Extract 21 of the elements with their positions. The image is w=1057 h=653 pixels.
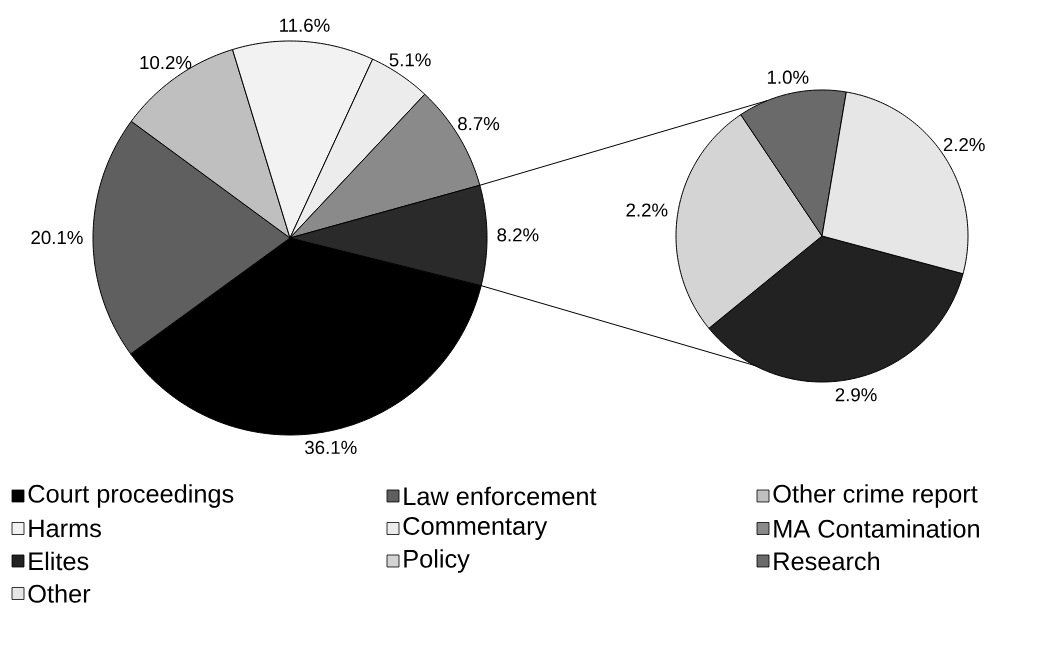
legend-label: Elites — [29, 551, 89, 571]
data-label: 11.6% — [280, 18, 330, 32]
legend-label: Policy — [404, 549, 470, 573]
data-label: 36.1% — [305, 440, 357, 455]
data-label: 2.2% — [626, 203, 668, 217]
data-label: 20.1% — [31, 230, 83, 245]
legend-label: Other — [28, 584, 91, 603]
legend-label: Harms — [29, 519, 101, 538]
data-label: 8.7% — [458, 117, 500, 131]
data-label: 8.2% — [497, 228, 539, 242]
data-label: 10.2% — [140, 55, 192, 70]
data-label: 2.2% — [943, 138, 985, 152]
data-label: 1.0% — [767, 70, 809, 84]
legend-label: Law enforcement — [404, 486, 597, 506]
data-label: 2.9% — [835, 388, 877, 402]
legend-label: Other crime report — [773, 484, 978, 508]
legend-label: MA Contamination — [774, 519, 979, 538]
legend-label: Court proceedings — [28, 484, 234, 508]
legend-label: Commentary — [403, 517, 548, 540]
data-label: 5.1% — [389, 53, 431, 67]
legend-label: Research — [774, 551, 880, 571]
